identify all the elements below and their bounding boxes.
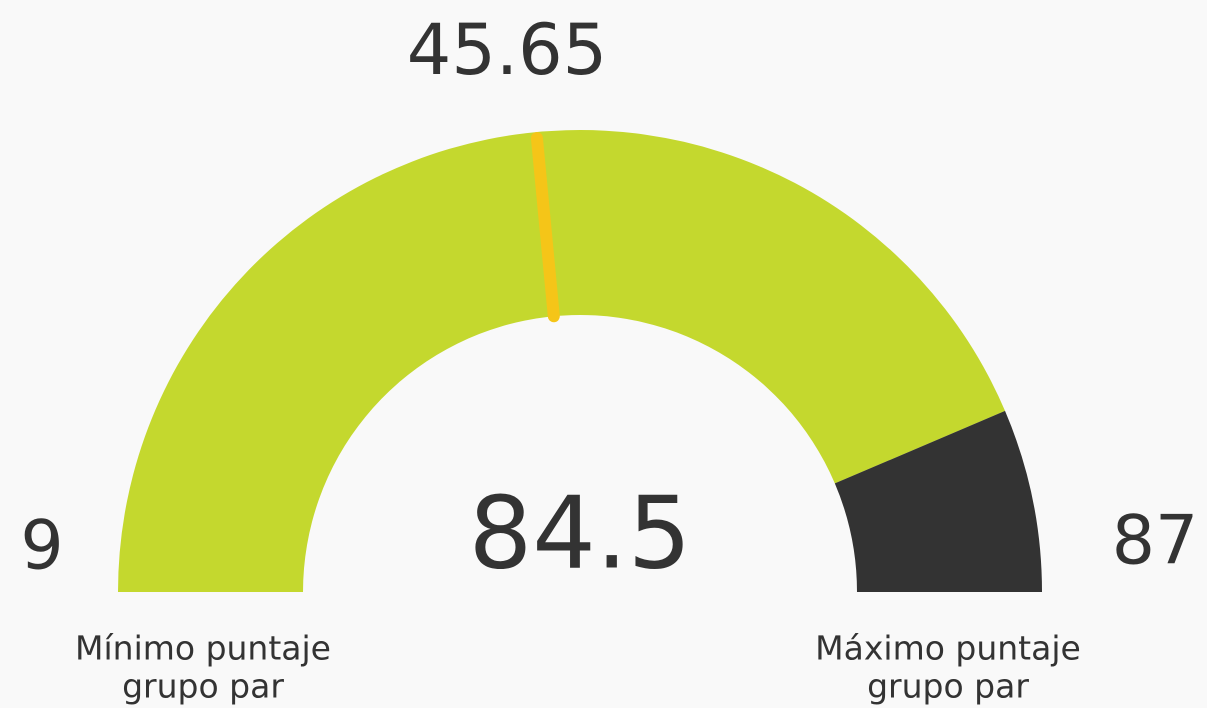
gauge-fill: [118, 129, 1006, 592]
max-value: 87: [1112, 502, 1199, 581]
gauge-value: 84.5: [469, 474, 692, 591]
min-label: grupo par: [122, 667, 284, 706]
max-label: grupo par: [867, 667, 1029, 706]
marker-label: 45.65: [407, 9, 607, 91]
min-label: Mínimo puntaje: [75, 629, 331, 668]
max-label: Máximo puntaje: [815, 629, 1081, 668]
gauge-rest: [834, 410, 1042, 592]
min-value: 9: [20, 507, 63, 586]
gauge-marker: [530, 132, 560, 323]
